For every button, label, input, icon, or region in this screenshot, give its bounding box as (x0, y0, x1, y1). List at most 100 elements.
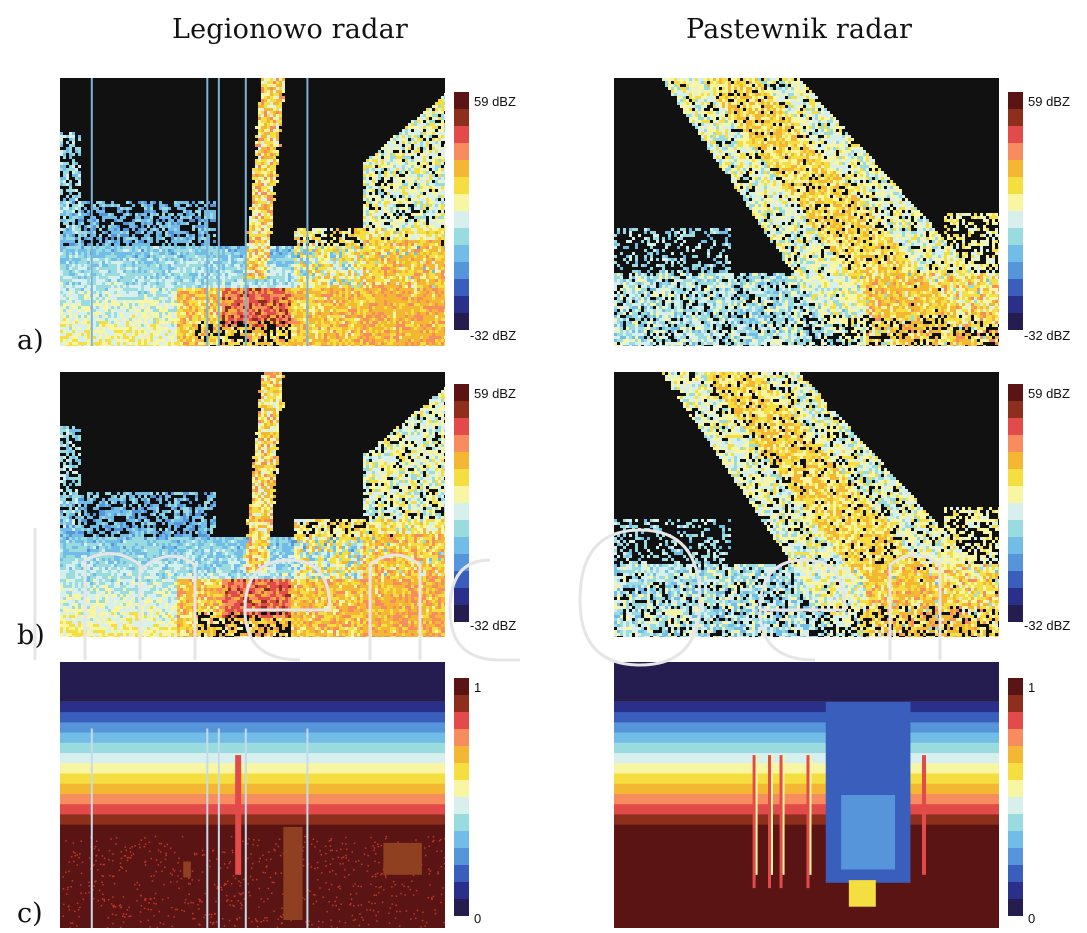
cbar-a-left-bottom: -32 dBZ (470, 328, 516, 343)
colorbar-segment (454, 143, 469, 160)
title-legionowo: Legionowo radar (172, 14, 408, 45)
cbar-b-left-bottom: -32 dBZ (470, 618, 516, 633)
colorbar-segment (1008, 143, 1023, 160)
colorbar-segment (454, 605, 469, 622)
colorbar-segment (454, 296, 469, 313)
colorbar-segment (454, 92, 469, 109)
colorbar-segment (1008, 469, 1023, 486)
radar-image (614, 78, 999, 346)
cbar-c-right-bottom: 0 (1028, 911, 1035, 926)
panel-a-legionowo (60, 78, 445, 346)
colorbar-segment (1008, 228, 1023, 245)
colorbar-segment (454, 729, 469, 746)
row-label-c: c) (17, 898, 43, 929)
cbar-b-left-top: 59 dBZ (474, 386, 516, 401)
panel-b-pastewnik (614, 372, 999, 637)
panel-b-legionowo (60, 372, 445, 637)
title-pastewnik: Pastewnik radar (686, 14, 912, 45)
colorbar-segment (454, 486, 469, 503)
colorbar-segment (1008, 554, 1023, 571)
row-label-b: b) (17, 620, 45, 651)
colorbar-segment (454, 384, 469, 401)
colorbar-b-left (454, 384, 469, 622)
colorbar-segment (1008, 401, 1023, 418)
colorbar-segment (454, 746, 469, 763)
colorbar-segment (1008, 313, 1023, 330)
colorbar-segment (1008, 746, 1023, 763)
colorbar-segment (1008, 899, 1023, 916)
colorbar-segment (454, 469, 469, 486)
colorbar-segment (454, 678, 469, 695)
colorbar-segment (1008, 486, 1023, 503)
colorbar-segment (1008, 780, 1023, 797)
cbar-c-right-top: 1 (1028, 680, 1035, 695)
colorbar-segment (1008, 520, 1023, 537)
colorbar-segment (454, 537, 469, 554)
colorbar-segment (454, 520, 469, 537)
colorbar-segment (454, 831, 469, 848)
colorbar-segment (454, 848, 469, 865)
colorbar-segment (454, 763, 469, 780)
radar-image (60, 372, 445, 637)
colorbar-segment (1008, 211, 1023, 228)
colorbar-segment (1008, 797, 1023, 814)
colorbar-segment (1008, 831, 1023, 848)
colorbar-segment (1008, 729, 1023, 746)
cbar-b-right-top: 59 dBZ (1028, 386, 1070, 401)
colorbar-segment (1008, 279, 1023, 296)
colorbar-segment (1008, 418, 1023, 435)
colorbar-segment (1008, 296, 1023, 313)
colorbar-segment (1008, 435, 1023, 452)
colorbar-segment (1008, 695, 1023, 712)
colorbar-segment (454, 109, 469, 126)
colorbar-segment (1008, 384, 1023, 401)
colorbar-segment (1008, 503, 1023, 520)
cbar-a-left-top: 59 dBZ (474, 94, 516, 109)
colorbar-segment (454, 160, 469, 177)
colorbar-segment (1008, 177, 1023, 194)
colorbar-segment (1008, 571, 1023, 588)
colorbar-segment (454, 814, 469, 831)
colorbar-segment (1008, 92, 1023, 109)
radar-image (614, 662, 999, 928)
colorbar-segment (454, 262, 469, 279)
colorbar-segment (454, 554, 469, 571)
colorbar-segment (1008, 452, 1023, 469)
colorbar-segment (454, 126, 469, 143)
radar-image (614, 372, 999, 637)
colorbar-segment (1008, 848, 1023, 865)
colorbar-segment (454, 245, 469, 262)
cbar-a-right-bottom: -32 dBZ (1024, 328, 1070, 343)
colorbar-segment (1008, 537, 1023, 554)
colorbar-segment (454, 211, 469, 228)
colorbar-segment (454, 865, 469, 882)
colorbar-segment (1008, 605, 1023, 622)
colorbar-segment (454, 588, 469, 605)
row-label-a: a) (17, 325, 44, 356)
colorbar-segment (1008, 160, 1023, 177)
radar-image (60, 662, 445, 928)
colorbar-segment (1008, 814, 1023, 831)
colorbar-b-right (1008, 384, 1023, 622)
colorbar-c-right (1008, 678, 1023, 916)
panel-c-pastewnik (614, 662, 999, 928)
cbar-b-right-bottom: -32 dBZ (1024, 618, 1070, 633)
colorbar-segment (454, 899, 469, 916)
colorbar-segment (454, 571, 469, 588)
colorbar-segment (454, 452, 469, 469)
colorbar-segment (454, 279, 469, 296)
colorbar-segment (454, 503, 469, 520)
colorbar-segment (1008, 126, 1023, 143)
colorbar-segment (1008, 109, 1023, 126)
colorbar-segment (1008, 678, 1023, 695)
colorbar-segment (1008, 262, 1023, 279)
panel-c-legionowo (60, 662, 445, 928)
panel-a-pastewnik (614, 78, 999, 346)
colorbar-segment (1008, 588, 1023, 605)
colorbar-segment (454, 401, 469, 418)
colorbar-segment (454, 882, 469, 899)
colorbar-segment (454, 780, 469, 797)
colorbar-segment (1008, 882, 1023, 899)
colorbar-segment (454, 313, 469, 330)
colorbar-segment (454, 695, 469, 712)
